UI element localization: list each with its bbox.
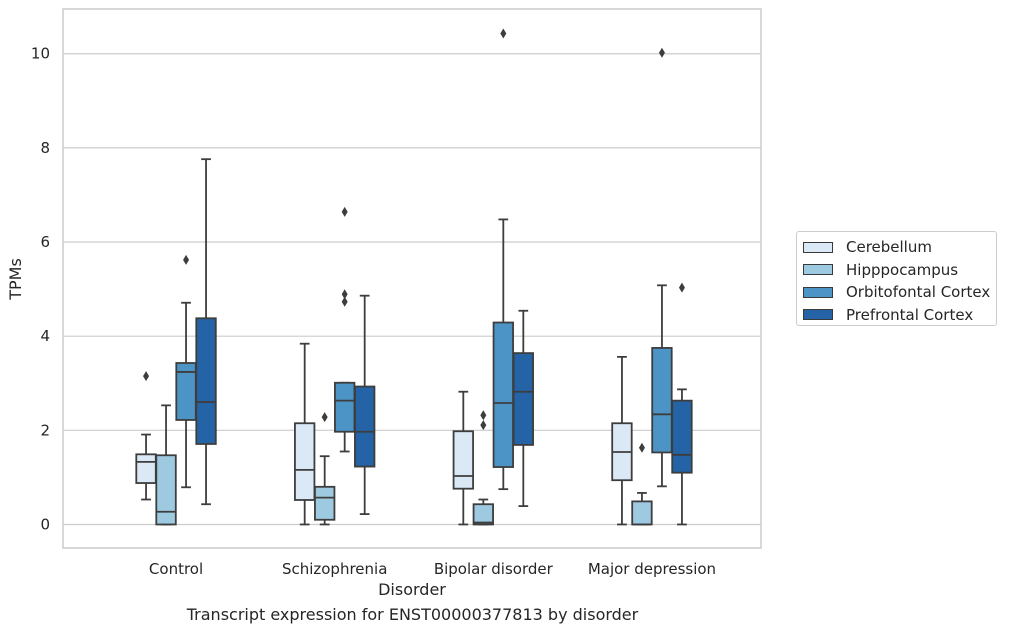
plot-frame bbox=[62, 8, 762, 549]
outlier-point bbox=[321, 412, 328, 423]
legend-item: Prefrontal Cortex bbox=[797, 304, 996, 327]
legend-swatch bbox=[803, 241, 833, 253]
box-group bbox=[452, 390, 474, 526]
y-tick-label: 2 bbox=[40, 421, 50, 439]
box-group bbox=[611, 355, 633, 526]
legend-label: Cerebellum bbox=[846, 238, 932, 257]
outlier-point bbox=[500, 28, 507, 39]
gridlines bbox=[63, 53, 761, 526]
box-group bbox=[492, 28, 514, 491]
box bbox=[294, 422, 316, 501]
x-axis-label: Disorder bbox=[378, 580, 446, 599]
legend-label: Orbitofontal Cortex bbox=[846, 283, 991, 302]
box bbox=[631, 500, 653, 526]
box-group bbox=[671, 282, 693, 526]
x-tick-label: Major depression bbox=[588, 560, 716, 578]
outlier-point bbox=[143, 371, 150, 382]
box bbox=[314, 485, 336, 521]
outlier-point bbox=[341, 206, 348, 217]
legend-swatch bbox=[803, 286, 833, 298]
outlier-point bbox=[183, 254, 190, 265]
box-group bbox=[135, 371, 157, 501]
legend-swatch bbox=[803, 309, 833, 321]
box-group bbox=[651, 47, 673, 488]
box-group bbox=[294, 342, 316, 526]
box bbox=[195, 317, 217, 445]
legend-item: Orbitofontal Cortex bbox=[797, 281, 996, 304]
chart-title: Transcript expression for ENST0000037781… bbox=[186, 605, 639, 624]
box-group bbox=[354, 294, 376, 516]
y-tick-label: 10 bbox=[31, 45, 50, 63]
tick-labels: 0 2 4 6 8 10 Control Schizophrenia Bipolar disor… bbox=[31, 45, 716, 578]
box-group bbox=[314, 412, 336, 526]
box bbox=[334, 381, 356, 433]
outlier-point bbox=[480, 420, 487, 431]
box bbox=[135, 453, 157, 484]
y-tick-label: 4 bbox=[40, 327, 50, 345]
outlier-point bbox=[341, 296, 348, 307]
box bbox=[671, 399, 693, 474]
boxes bbox=[135, 28, 693, 526]
legend-item: Hipppocampus bbox=[797, 259, 996, 282]
box-group bbox=[334, 206, 356, 453]
box bbox=[651, 347, 673, 454]
box bbox=[354, 385, 376, 468]
x-tick-label: Control bbox=[149, 560, 203, 578]
box bbox=[452, 430, 474, 490]
x-tick-label: Schizophrenia bbox=[282, 560, 387, 578]
outlier-point bbox=[341, 289, 348, 300]
box-group bbox=[512, 309, 534, 508]
legend-label: Prefrontal Cortex bbox=[846, 305, 974, 324]
legend-label: Hipppocampus bbox=[846, 260, 959, 279]
outlier-point bbox=[638, 442, 645, 453]
box bbox=[472, 503, 494, 526]
box-group bbox=[155, 404, 177, 526]
y-tick-label: 0 bbox=[40, 515, 50, 533]
outlier-point bbox=[480, 410, 487, 421]
legend-swatch bbox=[803, 264, 833, 276]
outlier-point bbox=[658, 47, 665, 58]
y-tick-label: 6 bbox=[40, 233, 50, 251]
y-tick-label: 8 bbox=[40, 139, 50, 157]
box-group bbox=[175, 254, 197, 489]
legend-item: Cerebellum bbox=[797, 236, 996, 259]
chart-legend: Cerebellum Hipppocampus Orbitofontal Corte… bbox=[796, 231, 997, 326]
box bbox=[492, 321, 514, 468]
box-group bbox=[472, 410, 494, 526]
y-axis-label: TPMs bbox=[6, 258, 25, 301]
box-group bbox=[631, 442, 653, 526]
outlier-point bbox=[678, 282, 685, 293]
box-group bbox=[195, 158, 217, 506]
box bbox=[155, 454, 177, 526]
box bbox=[512, 352, 534, 446]
x-tick-label: Bipolar disorder bbox=[434, 560, 554, 578]
